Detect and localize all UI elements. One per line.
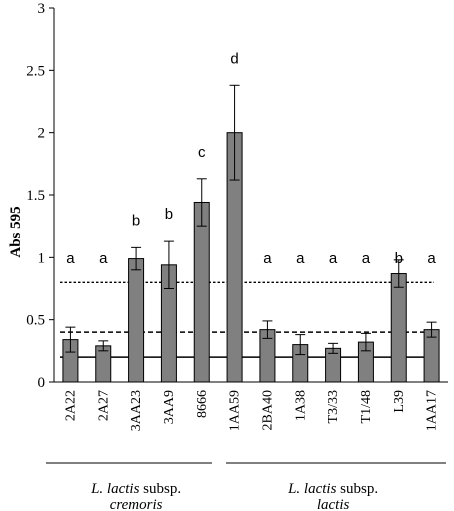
significance-letter: b [132, 212, 140, 229]
significance-letter: a [66, 250, 75, 267]
category-label: 1AA17 [425, 390, 440, 431]
bar [193, 201, 210, 383]
significance-letters: a a b b c d a a a a b a [66, 50, 436, 267]
axes [53, 8, 448, 383]
y-axis-ticks: 0 0.5 1 1.5 2 2.5 3 [26, 1, 54, 391]
bars [62, 132, 440, 383]
category-label: 3AA23 [129, 390, 144, 431]
category-label: 2BA40 [260, 390, 275, 430]
significance-letter: b [165, 206, 173, 223]
significance-letter: b [395, 250, 403, 267]
y-tick-label: 0 [38, 375, 46, 391]
category-label: T3/33 [326, 390, 341, 423]
y-axis-label: Abs 595 [8, 206, 24, 257]
category-label: T1/48 [359, 390, 374, 423]
significance-letter: a [329, 250, 338, 267]
significance-letter: d [230, 50, 238, 67]
category-label: L39 [392, 390, 407, 413]
category-label: 8666 [195, 390, 210, 418]
group-label-line1: L. lactis subsp. [90, 481, 181, 497]
category-labels: 2A22 2A27 3AA23 3AA9 8666 1AA59 2BA40 1A38 T3/33… [63, 390, 439, 431]
category-label: 2A27 [96, 390, 111, 421]
significance-letter: a [427, 250, 436, 267]
significance-letter: a [99, 250, 108, 267]
y-tick-label: 1.5 [26, 188, 45, 204]
category-label: 1A38 [293, 390, 308, 421]
y-tick-label: 2 [38, 126, 46, 142]
y-tick-label: 2.5 [26, 63, 45, 79]
category-label: 1AA59 [228, 390, 243, 431]
category-label: 3AA9 [162, 390, 177, 424]
bar [128, 258, 145, 383]
significance-letter: a [263, 250, 272, 267]
category-label: 2A22 [63, 390, 78, 421]
error-bars [65, 84, 437, 356]
group-label-line2: lactis [317, 497, 350, 511]
reference-lines [60, 281, 434, 358]
group-label-line1: L. lactis subsp. [287, 481, 378, 497]
y-tick-label: 3 [38, 1, 46, 17]
significance-letter: c [198, 144, 206, 161]
y-tick-label: 0.5 [26, 313, 45, 329]
significance-letter: a [296, 250, 305, 267]
y-tick-label: 1 [38, 250, 46, 266]
significance-letter: a [362, 250, 371, 267]
bar [390, 273, 407, 383]
group-label-line2: cremoris [110, 497, 163, 511]
